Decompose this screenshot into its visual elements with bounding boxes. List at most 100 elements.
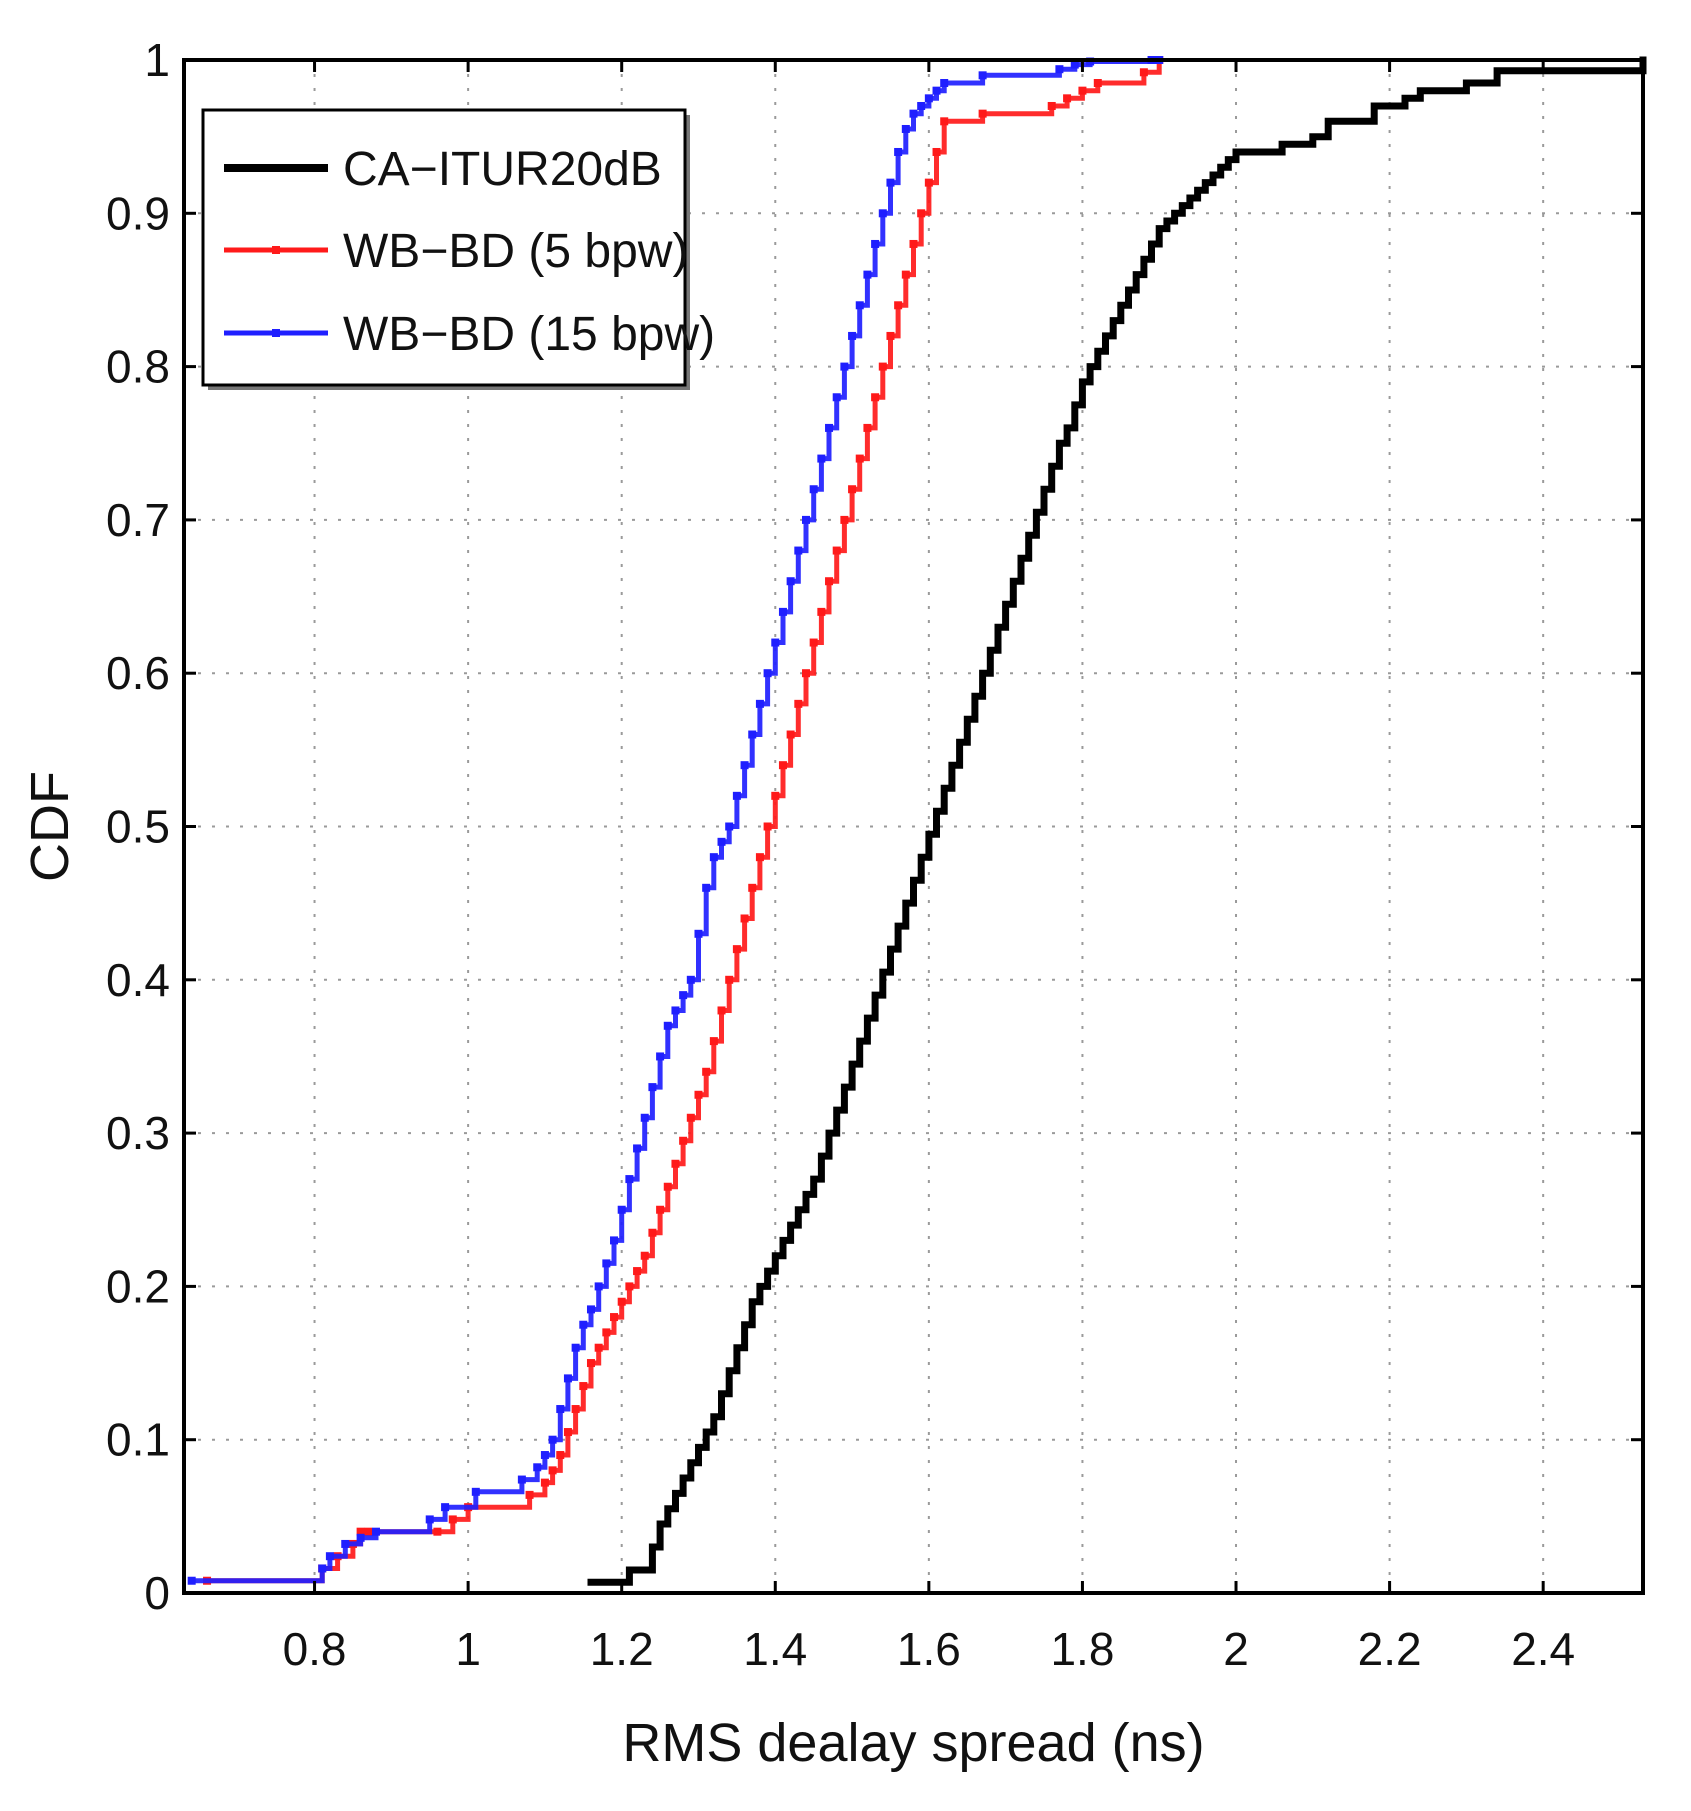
data-point-wb-bd-15-bpw (924, 94, 933, 103)
data-point-wb-bd-5-bpw (586, 1359, 595, 1368)
data-point-wb-bd-5-bpw (571, 1405, 580, 1414)
legend-marker (272, 329, 280, 337)
data-point-wb-bd-5-bpw (579, 1382, 588, 1391)
series-wb-bd-5-bpw (203, 56, 1164, 1585)
data-point-wb-bd-5-bpw (540, 1478, 549, 1487)
data-point-wb-bd-15-bpw (725, 822, 734, 831)
data-point-wb-bd-5-bpw (748, 883, 757, 892)
data-point-wb-bd-15-bpw (694, 929, 703, 938)
data-point-wb-bd-15-bpw (341, 1539, 350, 1548)
data-point-wb-bd-15-bpw (732, 791, 741, 800)
data-point-wb-bd-15-bpw (356, 1533, 365, 1542)
data-point-wb-bd-15-bpw (640, 1113, 649, 1122)
data-point-wb-bd-5-bpw (848, 485, 857, 494)
data-point-wb-bd-5-bpw (671, 1159, 680, 1168)
data-point-wb-bd-15-bpw (740, 761, 749, 770)
data-point-wb-bd-5-bpw (610, 1313, 619, 1322)
data-point-wb-bd-5-bpw (648, 1228, 657, 1237)
data-point-wb-bd-15-bpw (471, 1487, 480, 1496)
data-point-wb-bd-15-bpw (917, 101, 926, 110)
data-point-wb-bd-5-bpw (771, 791, 780, 800)
data-point-wb-bd-5-bpw (448, 1515, 457, 1524)
legend-label: CA−ITUR20dB (343, 143, 662, 196)
data-point-wb-bd-15-bpw (540, 1451, 549, 1460)
y-tick-label: 0.3 (106, 1107, 170, 1159)
data-point-wb-bd-15-bpw (809, 485, 818, 494)
grid (184, 60, 1643, 1593)
data-point-wb-bd-5-bpw (809, 638, 818, 647)
data-point-wb-bd-15-bpw (610, 1236, 619, 1245)
data-point-wb-bd-15-bpw (786, 577, 795, 586)
data-point-wb-bd-5-bpw (356, 1527, 365, 1536)
data-point-wb-bd-5-bpw (702, 1067, 711, 1076)
data-point-wb-bd-5-bpw (625, 1282, 634, 1291)
data-point-wb-bd-15-bpw (187, 1576, 196, 1585)
data-point-wb-bd-15-bpw (840, 362, 849, 371)
data-point-wb-bd-15-bpw (602, 1259, 611, 1268)
data-point-wb-bd-5-bpw (640, 1251, 649, 1260)
data-point-wb-bd-15-bpw (801, 515, 810, 524)
y-tick-label: 0.7 (106, 494, 170, 546)
x-tick-label: 0.8 (283, 1623, 347, 1675)
data-point-wb-bd-15-bpw (763, 669, 772, 678)
data-point-wb-bd-15-bpw (886, 178, 895, 187)
data-point-wb-bd-5-bpw (563, 1428, 572, 1437)
y-tick-label: 0.2 (106, 1260, 170, 1312)
y-axis-title: CDF (20, 771, 80, 882)
data-point-wb-bd-15-bpw (441, 1503, 450, 1512)
data-point-wb-bd-15-bpw (325, 1552, 334, 1561)
data-point-wb-bd-15-bpw (656, 1052, 665, 1061)
data-point-wb-bd-15-bpw (517, 1475, 526, 1484)
y-tick-label: 1 (144, 34, 170, 86)
data-point-wb-bd-15-bpw (579, 1320, 588, 1329)
data-point-wb-bd-5-bpw (717, 1006, 726, 1015)
data-point-wb-bd-5-bpw (755, 853, 764, 862)
data-point-wb-bd-5-bpw (556, 1451, 565, 1460)
data-point-wb-bd-5-bpw (740, 914, 749, 923)
data-point-wb-bd-5-bpw (364, 1527, 373, 1536)
data-point-wb-bd-15-bpw (709, 853, 718, 862)
data-point-wb-bd-15-bpw (848, 331, 857, 340)
data-point-wb-bd-15-bpw (978, 71, 987, 80)
data-point-wb-bd-5-bpw (617, 1297, 626, 1306)
data-point-wb-bd-5-bpw (794, 699, 803, 708)
x-tick-label: 1.6 (897, 1623, 961, 1675)
data-point-wb-bd-15-bpw (556, 1405, 565, 1414)
data-point-wb-bd-15-bpw (633, 1144, 642, 1153)
data-point-wb-bd-15-bpw (909, 109, 918, 118)
data-point-wb-bd-15-bpw (548, 1435, 557, 1444)
data-point-wb-bd-15-bpw (663, 1021, 672, 1030)
data-point-wb-bd-5-bpw (978, 109, 987, 118)
data-point-wb-bd-5-bpw (940, 117, 949, 126)
x-tick-label: 2.4 (1511, 1623, 1575, 1675)
data-point-wb-bd-15-bpw (748, 730, 757, 739)
data-point-wb-bd-5-bpw (725, 975, 734, 984)
data-point-wb-bd-5-bpw (709, 1037, 718, 1046)
x-tick-labels: 0.8 1 1.2 1.4 1.6 1.8 2 2.2 2.4 (283, 1623, 1576, 1675)
data-point-wb-bd-5-bpw (548, 1466, 557, 1475)
data-point-wb-bd-15-bpw (901, 124, 910, 133)
data-point-wb-bd-5-bpw (909, 239, 918, 248)
data-point-wb-bd-15-bpw (878, 209, 887, 218)
data-point-wb-bd-5-bpw (878, 362, 887, 371)
y-tick-labels: 0 0.1 0.2 0.3 0.4 0.5 0.6 0.7 0.8 0.9 1 (106, 34, 170, 1619)
axis-ticks (184, 58, 1643, 1595)
data-point-wb-bd-15-bpw (648, 1083, 657, 1092)
series-ca-itur20db (587, 56, 1647, 1586)
data-point-wb-bd-5-bpw (656, 1205, 665, 1214)
data-point-wb-bd-5-bpw (633, 1267, 642, 1276)
data-point-wb-bd-5-bpw (594, 1343, 603, 1352)
data-point-wb-bd-15-bpw (717, 837, 726, 846)
data-point-wb-bd-5-bpw (901, 270, 910, 279)
legend-marker (272, 246, 280, 254)
series-wb-bd-15-bpw (187, 56, 1164, 1585)
data-point-wb-bd-5-bpw (840, 515, 849, 524)
data-point-wb-bd-15-bpw (825, 423, 834, 432)
data-point-wb-bd-15-bpw (679, 991, 688, 1000)
data-point-wb-bd-15-bpw (855, 301, 864, 310)
data-point-wb-bd-15-bpw (425, 1515, 434, 1524)
y-tick-label: 0.6 (106, 647, 170, 699)
series-line-ca-itur20db (587, 56, 1647, 1586)
data-point-wb-bd-5-bpw (679, 1136, 688, 1145)
